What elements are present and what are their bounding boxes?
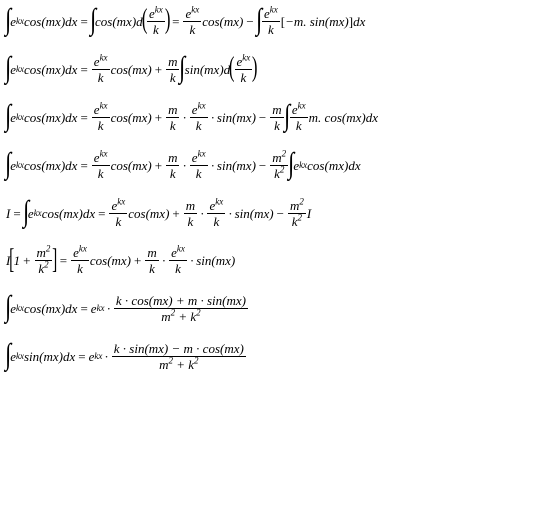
integral-icon: ∫ xyxy=(5,5,11,35)
integral-icon: ∫ xyxy=(284,101,290,131)
equation-1: ∫ ekxcos(mx)dx = ∫ cos(mx)d ( ekxk ) = e… xyxy=(6,6,548,36)
equation-7: ∫ ekxcos(mx)dx = ekx · k · cos(mx) + m ·… xyxy=(6,293,548,323)
integral-icon: ∫ xyxy=(5,149,11,179)
integral-icon: ∫ xyxy=(5,292,11,322)
integral-icon: ∫ xyxy=(256,5,262,35)
integral-icon: ∫ xyxy=(179,53,185,83)
equation-8: ∫ ekxsin(mx)dx = ekx · k · sin(mx) − m ·… xyxy=(6,341,548,371)
equation-6: I [ 1 + m2k2 ] = ekxk cos(mx) + mk · ekx… xyxy=(6,246,548,275)
integral-icon: ∫ xyxy=(5,53,11,83)
math-derivation: ∫ ekxcos(mx)dx = ∫ cos(mx)d ( ekxk ) = e… xyxy=(0,0,554,377)
equation-5: I = ∫ ekxcos(mx)dx = ekxk cos(mx) + mk ·… xyxy=(6,198,548,228)
integral-icon: ∫ xyxy=(5,340,11,370)
integral-icon: ∫ xyxy=(5,101,11,131)
equation-2: ∫ ekxcos(mx)dx = ekxk cos(mx) + mk ∫ sin… xyxy=(6,54,548,84)
integral-icon: ∫ xyxy=(90,5,96,35)
integral-icon: ∫ xyxy=(288,149,294,179)
equation-3: ∫ ekxcos(mx)dx = ekxk cos(mx) + mk · ekx… xyxy=(6,102,548,132)
integral-icon: ∫ xyxy=(23,197,29,227)
equation-4: ∫ ekxcos(mx)dx = ekxk cos(mx) + mk · ekx… xyxy=(6,150,548,180)
